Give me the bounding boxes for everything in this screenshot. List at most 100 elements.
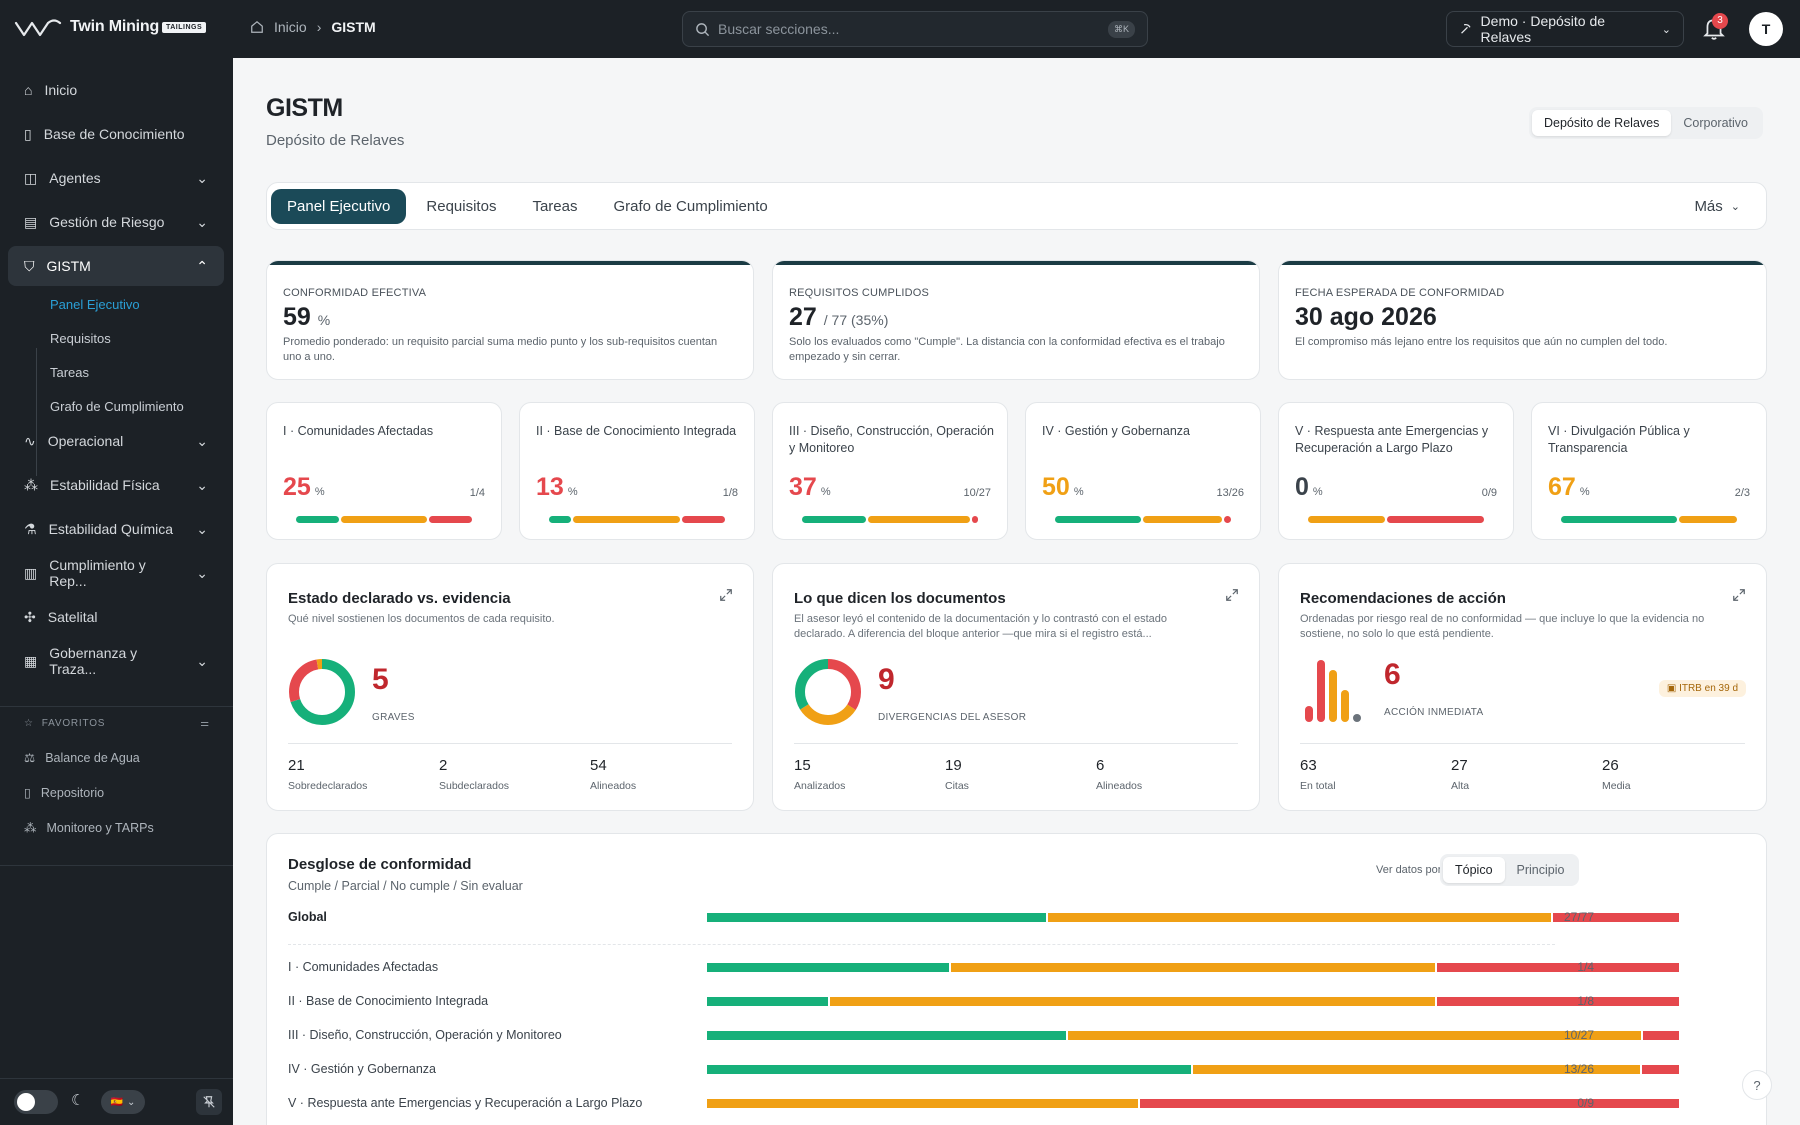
- breakdown-row[interactable]: II · Base de Conocimiento Integrada 1/8: [288, 992, 1679, 1012]
- breakdown-row-ratio: 13/26: [1563, 1062, 1594, 1076]
- sidebar-item-inicio[interactable]: ⌂ Inicio: [8, 70, 224, 110]
- tab-panel-ejecutivo[interactable]: Panel Ejecutivo: [271, 188, 407, 224]
- breakdown-segment: [1437, 997, 1679, 1006]
- chevron-down-icon: ⌄: [196, 564, 208, 581]
- help-button[interactable]: ?: [1742, 1070, 1772, 1100]
- topic-percent-unit: %: [1073, 486, 1084, 498]
- sidebar-subitem-requisitos[interactable]: Requisitos: [50, 331, 111, 346]
- panel-big-caption: GRAVES: [372, 712, 415, 723]
- search-input[interactable]: [718, 21, 1100, 37]
- sidebar-item-label: Inicio: [44, 82, 78, 98]
- breakdown-segment: [707, 913, 1047, 922]
- logo-icon: [14, 19, 62, 37]
- topic-ratio: 13/26: [1216, 487, 1244, 499]
- kpi-card-fecha: FECHA ESPERADA DE CONFORMIDAD 30 ago 202…: [1278, 260, 1767, 380]
- tab-grafo[interactable]: Grafo de Cumplimiento: [613, 197, 768, 215]
- sidebar-subitem-panel-ejecutivo[interactable]: Panel Ejecutivo: [50, 297, 140, 312]
- unpin-sidebar-icon[interactable]: [196, 1089, 222, 1115]
- stat-label: En total: [1300, 780, 1336, 792]
- scope-option-corporativo[interactable]: Corporativo: [1683, 116, 1748, 130]
- activity-icon: ∿: [24, 432, 36, 449]
- breakdown-row[interactable]: IV · Gestión y Gobernanza 13/26: [288, 1060, 1679, 1080]
- breakdown-segment: [1641, 1065, 1679, 1074]
- breakdown-row[interactable]: I · Comunidades Afectadas 1/4: [288, 958, 1679, 978]
- sidebar-item-gestion-riesgo[interactable]: ▤ Gestión de Riesgo ⌄: [8, 202, 224, 242]
- topic-progress-bar: [802, 516, 978, 523]
- app-name: Twin Mining: [70, 18, 160, 35]
- breakdown-row-label: III · Diseño, Construcción, Operación y …: [288, 1028, 562, 1042]
- breakdown-row-label: V · Respuesta ante Emergencias y Recuper…: [288, 1096, 643, 1110]
- moon-icon[interactable]: ☾: [71, 1092, 85, 1109]
- tabs-more-button[interactable]: Más ⌄: [1672, 198, 1762, 215]
- topic-progress-bar: [1055, 516, 1231, 523]
- avatar[interactable]: T: [1749, 12, 1783, 46]
- breadcrumb-home[interactable]: Inicio: [274, 19, 307, 35]
- topic-card[interactable]: II · Base de Conocimiento Integrada 13% …: [519, 402, 755, 540]
- topic-card[interactable]: I · Comunidades Afectadas 25% 1/4: [266, 402, 502, 540]
- tab-bar: Panel Ejecutivo Requisitos Tareas Grafo …: [266, 182, 1767, 230]
- help-icon: ?: [1753, 1077, 1761, 1093]
- topic-card[interactable]: III · Diseño, Construcción, Operación y …: [772, 402, 1008, 540]
- sidebar-item-cumplimiento[interactable]: ▥ Cumplimiento y Rep... ⌄: [8, 553, 224, 593]
- stat-label: Alta: [1451, 780, 1470, 792]
- sidebar-subitem-grafo[interactable]: Grafo de Cumplimiento: [50, 399, 184, 414]
- breakdown-row-ratio: 1/4: [1577, 960, 1594, 974]
- breakdown-bar: [707, 1065, 1679, 1074]
- favorite-item[interactable]: ⁂ Monitoreo y TARPs: [24, 820, 154, 836]
- breakdown-bar: [707, 997, 1679, 1006]
- chevron-down-icon: ⌄: [127, 1096, 136, 1108]
- submenu-line: [36, 348, 37, 476]
- progress-segment: [802, 516, 866, 523]
- topic-percent: 67%: [1548, 473, 1590, 502]
- topic-card[interactable]: IV · Gestión y Gobernanza 50% 13/26: [1025, 402, 1261, 540]
- breakdown-row[interactable]: Global 27/77: [288, 908, 1679, 928]
- view-option-topico[interactable]: Tópico: [1443, 857, 1505, 883]
- search-box[interactable]: ⌘K: [682, 11, 1148, 47]
- language-selector[interactable]: 🇪🇸 ⌄: [101, 1090, 145, 1114]
- breakdown-row-ratio: 1/8: [1577, 994, 1594, 1008]
- sidebar-item-estabilidad-fisica[interactable]: ⁂ Estabilidad Física ⌄: [8, 465, 224, 505]
- theme-toggle[interactable]: [14, 1090, 58, 1114]
- structure-icon: ⁂: [24, 821, 37, 835]
- topic-card[interactable]: V · Respuesta ante Emergencias y Recuper…: [1278, 402, 1514, 540]
- stat-label: Alineados: [590, 780, 637, 792]
- view-option-principio[interactable]: Principio: [1516, 863, 1565, 877]
- breakdown-row-ratio: 27/77: [1563, 910, 1594, 924]
- tab-tareas[interactable]: Tareas: [532, 197, 578, 215]
- panel-big-value: 9: [878, 663, 895, 696]
- topic-percent-value: 67: [1548, 473, 1576, 501]
- sidebar-item-base-conocimiento[interactable]: ▯ Base de Conocimiento: [8, 114, 224, 154]
- home-icon[interactable]: [250, 20, 264, 34]
- expand-icon[interactable]: [1225, 588, 1239, 602]
- chevron-down-icon: ⌄: [1730, 200, 1740, 213]
- breakdown-segment: [707, 1099, 1139, 1108]
- sidebar-subitem-tareas[interactable]: Tareas: [50, 365, 90, 380]
- sidebar-item-estabilidad-quimica[interactable]: ⚗ Estabilidad Química ⌄: [8, 509, 224, 549]
- favorite-item[interactable]: ▯ Repositorio: [24, 785, 105, 801]
- sidebar-item-gistm[interactable]: ⛉ GISTM ⌃: [8, 246, 224, 286]
- breakdown-row[interactable]: V · Respuesta ante Emergencias y Recuper…: [288, 1094, 1679, 1114]
- home-icon: ⌂: [24, 82, 33, 98]
- favorite-label: Repositorio: [40, 785, 105, 800]
- site-selector[interactable]: Demo · Depósito de Relaves ⌄: [1446, 11, 1684, 47]
- sidebar-item-gobernanza[interactable]: ▦ Gobernanza y Traza... ⌄: [8, 641, 224, 681]
- topic-ratio: 0/9: [1481, 487, 1497, 499]
- scope-option-deposito[interactable]: Depósito de Relaves: [1532, 110, 1672, 136]
- sidebar-item-agentes[interactable]: ◫ Agentes ⌄: [8, 158, 224, 198]
- expand-icon[interactable]: [1732, 588, 1746, 602]
- topic-percent-unit: %: [314, 486, 325, 498]
- kpi-label: CONFORMIDAD EFECTIVA: [283, 287, 427, 299]
- sidebar-item-operacional[interactable]: ∿ Operacional ⌄: [8, 421, 224, 461]
- favorite-item[interactable]: ⚖ Balance de Agua: [24, 750, 140, 766]
- satellite-icon: ✣: [24, 608, 36, 625]
- chevron-down-icon: ⌄: [196, 520, 208, 537]
- breakdown-row[interactable]: III · Diseño, Construcción, Operación y …: [288, 1026, 1679, 1046]
- kpi-number: 27: [789, 303, 817, 331]
- sliders-icon[interactable]: ⚌: [200, 718, 210, 729]
- panel-big-caption: DIVERGENCIAS DEL ASESOR: [878, 712, 1027, 723]
- tab-requisitos[interactable]: Requisitos: [426, 197, 497, 215]
- topic-card[interactable]: VI · Divulgación Pública y Transparencia…: [1531, 402, 1767, 540]
- expand-icon[interactable]: [719, 588, 733, 602]
- stat-label: Citas: [945, 780, 969, 792]
- sidebar-item-satelital[interactable]: ✣ Satelital: [8, 597, 224, 637]
